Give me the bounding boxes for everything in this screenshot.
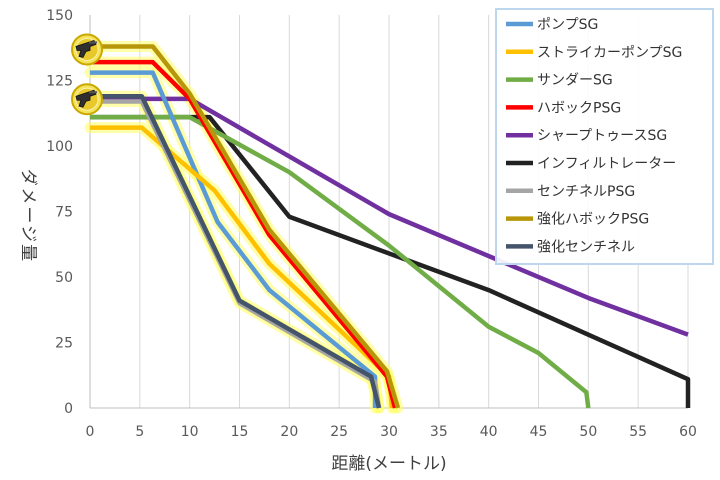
y-tick-label-3: 75 — [55, 205, 73, 221]
series-line-8 — [90, 93, 382, 409]
x-tick-label-2: 10 — [181, 424, 199, 440]
legend-label-6: センチネルPSG — [537, 184, 635, 200]
legend-label-4: シャープトゥースSG — [537, 128, 667, 144]
x-tick-label-9: 45 — [530, 424, 548, 440]
ticks-layer: 0 5 10 15 20 25 30 35 40 45 50 55 60 0 25 50 75 100 125 150 — [46, 8, 697, 440]
x-axis-title: 距離(メートル) — [331, 454, 446, 474]
legend-label-3: ハボックPSG — [537, 100, 621, 116]
legend-label-8: 強化センチネル — [537, 239, 635, 255]
legend-label-7: 強化ハボックPSG — [537, 212, 649, 228]
x-tick-label-0: 0 — [86, 424, 95, 440]
x-tick-label-8: 40 — [480, 424, 498, 440]
series-line-7 — [90, 44, 401, 409]
y-tick-label-6: 150 — [46, 8, 73, 24]
marker-layer — [71, 33, 103, 116]
y-tick-label-2: 50 — [55, 270, 73, 286]
x-tick-label-7: 35 — [430, 424, 448, 440]
x-tick-label-4: 20 — [280, 424, 298, 440]
legend-label-0: ポンプSG — [537, 17, 598, 33]
x-tick-label-12: 60 — [679, 424, 697, 440]
y-axis-title: ダメージ量 — [18, 169, 38, 263]
x-tick-label-3: 15 — [231, 424, 249, 440]
legend: ポンプSG ストライカーポンプSG サンダーSG ハボックPSG シャープトゥースSG イ… — [495, 8, 714, 265]
x-tick-label-5: 25 — [330, 424, 348, 440]
series-layer — [84, 40, 691, 414]
x-tick-label-1: 5 — [135, 424, 144, 440]
legend-label-5: インフィルトレーター — [537, 156, 676, 172]
shotgun-badge-icon — [71, 83, 103, 116]
shotgun-badge-icon — [71, 33, 103, 66]
x-tick-label-10: 50 — [579, 424, 597, 440]
y-tick-label-5: 125 — [46, 74, 73, 90]
y-tick-label-4: 100 — [46, 139, 73, 155]
x-tick-label-11: 55 — [629, 424, 647, 440]
y-tick-label-0: 0 — [64, 401, 73, 417]
legend-label-2: サンダーSG — [537, 73, 613, 89]
x-tick-label-6: 30 — [380, 424, 398, 440]
series-line-5 — [90, 114, 691, 408]
legend-label-1: ストライカーポンプSG — [537, 45, 682, 61]
y-tick-label-1: 25 — [55, 336, 73, 352]
